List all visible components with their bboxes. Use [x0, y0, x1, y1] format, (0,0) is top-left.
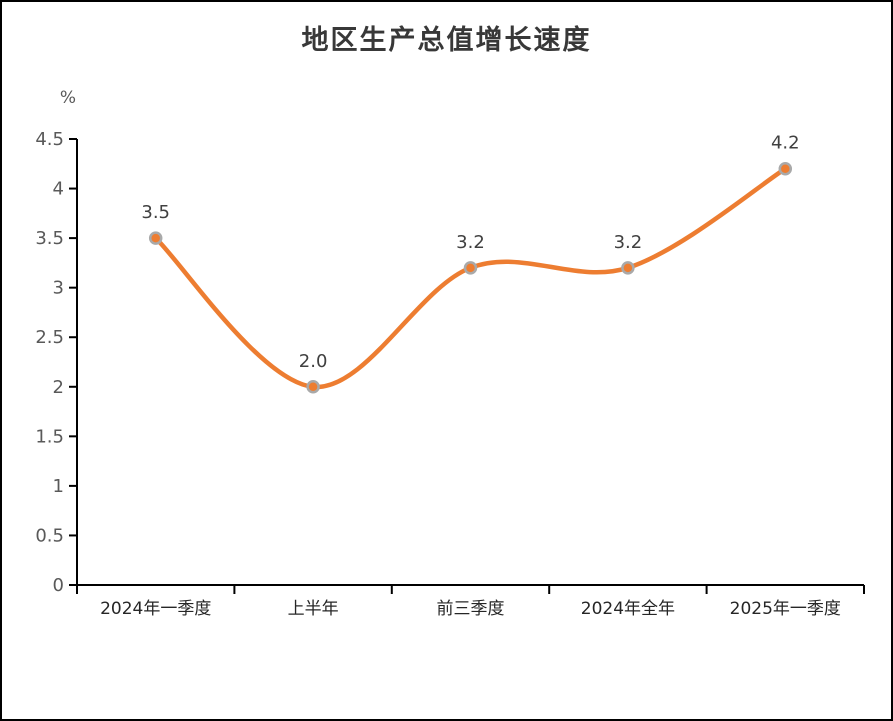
data-point-label: 3.2 [614, 232, 643, 253]
y-tick-label: 2.5 [35, 327, 64, 348]
y-tick-label: 4.5 [35, 129, 64, 150]
data-point-label: 3.5 [141, 202, 170, 223]
data-point-marker [621, 261, 635, 275]
y-tick-label: 3.5 [35, 228, 64, 249]
chart-title: 地区生产总值增长速度 [301, 25, 592, 56]
y-tick-label: 1.5 [35, 426, 64, 447]
x-category-label: 2024年一季度 [100, 599, 211, 619]
y-axis-unit-label: % [59, 88, 77, 108]
data-point-marker [148, 231, 163, 245]
x-category-label: 上半年 [288, 599, 339, 619]
series-line [153, 166, 788, 390]
y-tick-label: 1 [53, 476, 64, 497]
data-point-marker [463, 261, 478, 275]
data-point-label: 3.2 [456, 232, 485, 253]
y-tick-label: 0.5 [35, 525, 64, 546]
x-category-label: 前三季度 [437, 599, 505, 619]
y-tick-label: 3 [53, 278, 64, 299]
y-tick-label: 0 [53, 575, 64, 596]
data-point-label: 2.0 [299, 351, 328, 372]
data-point-marker [778, 161, 793, 176]
x-category-label: 2024年全年 [581, 599, 675, 619]
data-point-marker [306, 380, 320, 394]
x-category-label: 2025年一季度 [730, 599, 841, 619]
y-tick-label: 2 [53, 377, 64, 398]
data-point-label: 4.2 [771, 133, 800, 154]
y-tick-label: 4 [53, 179, 64, 200]
